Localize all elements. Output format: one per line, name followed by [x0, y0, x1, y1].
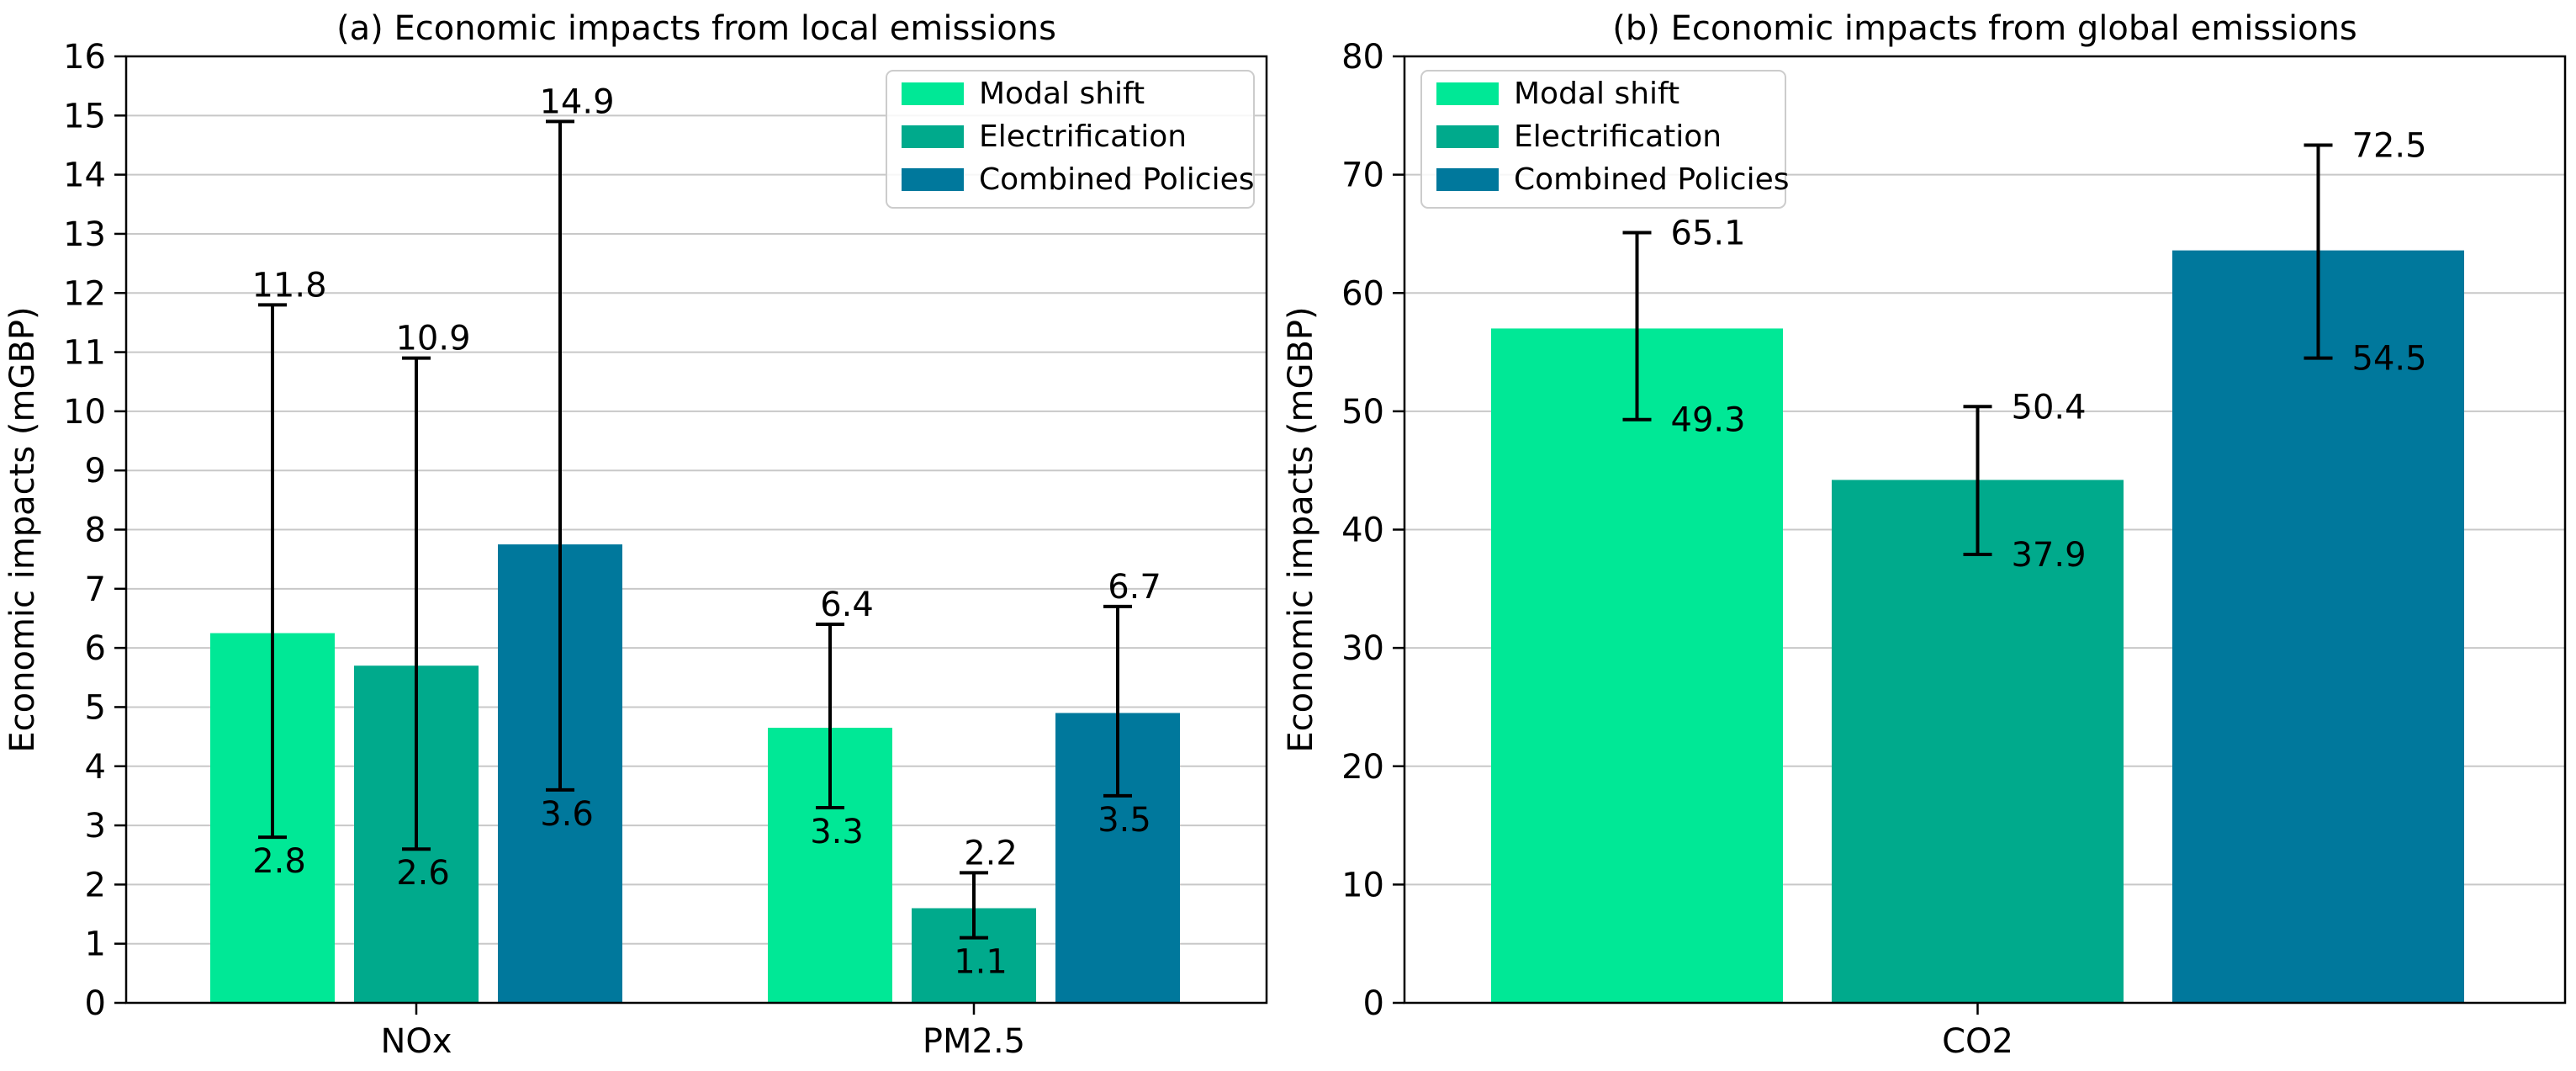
y-tick-label: 0 [85, 984, 106, 1023]
y-tick-label: 15 [63, 97, 106, 135]
y-tick-label: 30 [1341, 629, 1384, 668]
data-label-high: 2.2 [964, 834, 1018, 872]
data-label-low: 3.6 [540, 795, 594, 834]
data-label-high: 65.1 [1671, 215, 1746, 253]
y-tick-label: 20 [1341, 748, 1384, 787]
data-label-low: 1.1 [954, 943, 1008, 982]
y-tick-label: 80 [1341, 38, 1384, 77]
legend-label: Electrification [1514, 119, 1722, 154]
legend-box [1420, 70, 1786, 209]
y-tick-label: 70 [1341, 156, 1384, 195]
legend-label: Combined Policies [979, 162, 1255, 197]
legend-label: Electrification [979, 119, 1187, 154]
y-tick-label: 16 [63, 38, 106, 77]
x-tick-label: CO2 [1942, 1022, 2013, 1061]
data-label-high: 72.5 [2352, 126, 2427, 165]
chart-title: (b) Economic impacts from global emissio… [1612, 9, 2357, 48]
data-label-high: 11.8 [251, 266, 326, 305]
x-tick-label: PM2.5 [923, 1022, 1025, 1061]
y-tick-label: 0 [1363, 984, 1384, 1023]
data-label-low: 37.9 [2012, 536, 2087, 575]
y-tick-label: 5 [85, 688, 106, 727]
legend-label: Combined Policies [1514, 162, 1790, 197]
y-tick-label: 13 [63, 215, 106, 254]
y-tick-label: 14 [63, 156, 106, 195]
data-label-high: 14.9 [539, 82, 614, 121]
legend-label: Modal shift [1514, 77, 1679, 111]
data-label-low: 2.6 [396, 854, 450, 893]
data-label-low: 2.8 [252, 842, 306, 881]
legend-swatch [1436, 82, 1499, 105]
x-tick-label: NOx [380, 1022, 452, 1061]
y-tick-label: 6 [85, 629, 106, 668]
y-tick-label: 10 [63, 393, 106, 432]
data-label-high: 50.4 [2012, 388, 2087, 427]
data-label-low: 54.5 [2352, 340, 2427, 379]
y-tick-label: 11 [63, 334, 106, 373]
chart-title: (a) Economic impacts from local emission… [336, 9, 1056, 48]
bar [1832, 480, 2124, 1003]
y-tick-label: 2 [85, 866, 106, 904]
data-label-low: 3.3 [810, 813, 864, 851]
legend-box [886, 70, 1255, 209]
data-label-high: 6.7 [1108, 568, 1161, 607]
y-tick-label: 12 [63, 274, 106, 313]
legend-swatch [902, 168, 964, 191]
legend-swatch [1436, 125, 1499, 148]
y-tick-label: 50 [1341, 393, 1384, 432]
data-label-low: 3.5 [1098, 801, 1151, 840]
legend-label: Modal shift [979, 77, 1145, 111]
y-tick-label: 40 [1341, 512, 1384, 550]
y-axis-label: Economic impacts (mGBP) [3, 306, 42, 752]
y-tick-label: 60 [1341, 274, 1384, 313]
y-tick-label: 10 [1341, 866, 1384, 904]
data-label-high: 6.4 [820, 586, 874, 624]
y-tick-label: 4 [85, 748, 106, 787]
legend-swatch [902, 82, 964, 105]
bar [1491, 328, 1783, 1003]
y-tick-label: 1 [85, 925, 106, 964]
y-tick-label: 3 [85, 807, 106, 846]
legend-swatch [902, 125, 964, 148]
bar [2172, 250, 2464, 1003]
y-axis-label: Economic impacts (mGBP) [1282, 306, 1320, 752]
data-label-high: 10.9 [395, 320, 470, 358]
y-tick-label: 8 [85, 512, 106, 550]
y-tick-label: 9 [85, 452, 106, 490]
legend-swatch [1436, 168, 1499, 191]
data-label-low: 49.3 [1671, 401, 1746, 440]
y-tick-label: 7 [85, 570, 106, 609]
